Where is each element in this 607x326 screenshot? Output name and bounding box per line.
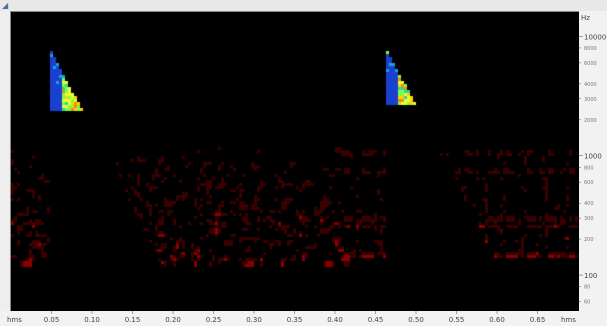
window-corner-icon: ◢ [2, 1, 9, 10]
freq-minor-label-0: 8000 [584, 46, 597, 52]
time-tick-label-11: 0.60 [489, 316, 505, 324]
freq-minor-label-3: 3000 [584, 97, 597, 103]
freq-minor-label-10: 80 [584, 285, 590, 291]
freq-unit-label: Hz [581, 14, 590, 22]
time-tick-label-10: 0.55 [449, 316, 465, 324]
spectrogram-canvas[interactable] [11, 12, 578, 311]
freq-major-label-2: 100 [584, 272, 597, 280]
window-top-edge: ◢ [0, 0, 607, 11]
time-tick-label-2: 0.15 [125, 316, 141, 324]
time-axis-svg: hms hms 0.05 0.10 0.15 0.20 0.25 0.30 0.35 0.40 0.… [7, 311, 576, 324]
time-axis: hms hms 0.05 0.10 0.15 0.20 0.25 0.30 0.35 0.40 0.… [0, 311, 607, 326]
time-tick-label-9: 0.50 [408, 316, 424, 324]
time-tick-label-6: 0.35 [287, 316, 303, 324]
time-tick-label-0: 0.05 [44, 316, 60, 324]
freq-minor-label-8: 300 [584, 216, 594, 222]
time-unit-label-end: hms [561, 316, 576, 324]
freq-minor-label-4: 2000 [584, 118, 597, 124]
freq-major-label-0: 10000 [584, 33, 606, 41]
freq-major-label-1: 1000 [584, 153, 602, 161]
freq-minor-label-9: 200 [584, 237, 594, 243]
frequency-axis-svg: Hz 8000 6000 4000 3000 2000 800 600 400 300 200 80 6… [579, 14, 606, 306]
freq-minor-label-6: 600 [584, 180, 594, 186]
time-tick-label-5: 0.30 [246, 316, 262, 324]
freq-minor-label-2: 4000 [584, 82, 597, 88]
time-tick-label-3: 0.20 [165, 316, 181, 324]
time-unit-label: hms [7, 316, 22, 324]
time-tick-label-7: 0.40 [327, 316, 343, 324]
time-tick-label-8: 0.45 [368, 316, 384, 324]
freq-minor-label-11: 60 [584, 300, 590, 306]
freq-minor-label-5: 800 [584, 165, 594, 171]
frequency-axis: Hz 8000 6000 4000 3000 2000 800 600 400 300 200 80 6… [579, 11, 607, 312]
time-tick-label-1: 0.10 [84, 316, 100, 324]
time-tick-label-12: 0.65 [530, 316, 546, 324]
freq-minor-label-7: 400 [584, 201, 594, 207]
time-tick-label-4: 0.25 [206, 316, 222, 324]
freq-minor-label-1: 6000 [584, 61, 597, 67]
